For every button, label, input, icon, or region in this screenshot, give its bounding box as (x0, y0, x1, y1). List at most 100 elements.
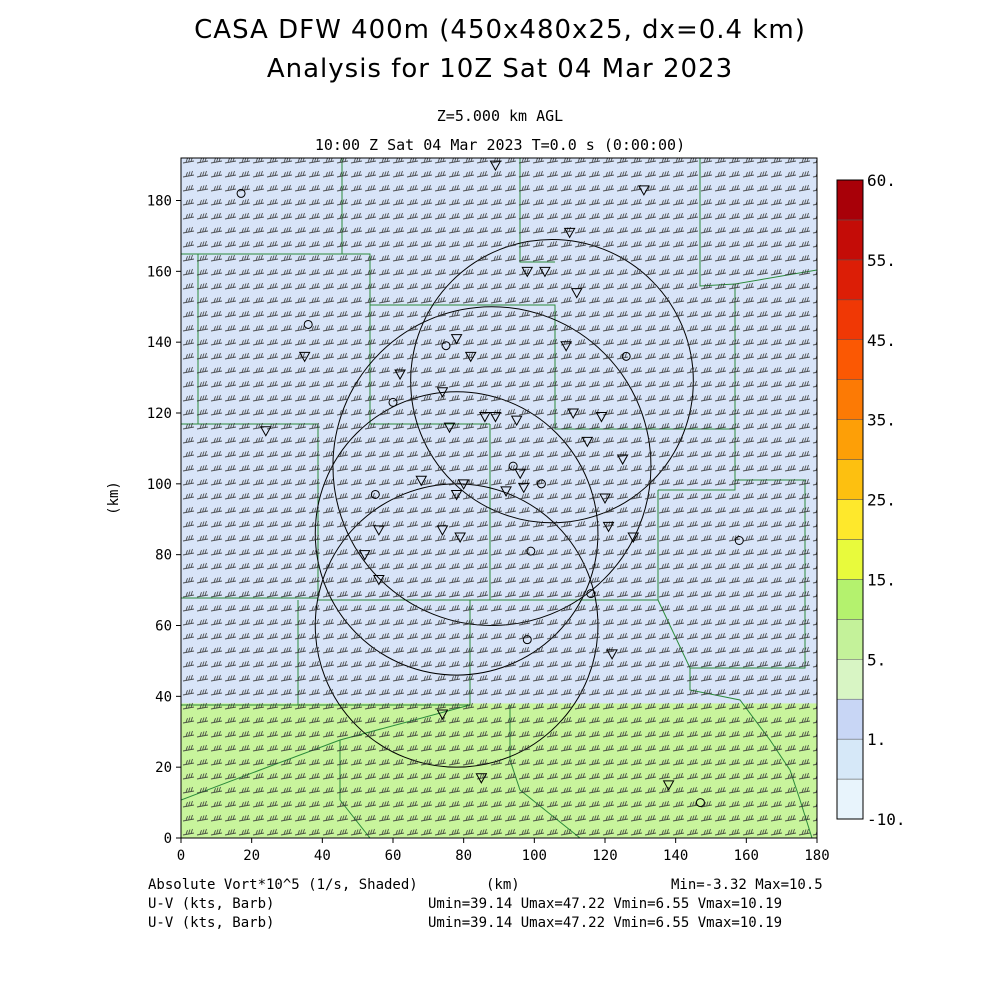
station-triangle (475, 773, 488, 784)
y-tick-label: 20 (155, 760, 172, 776)
barb-stats-1: Umin=39.14 Umax=47.22 Vmin=6.55 Vmax=10.… (428, 896, 783, 912)
x-tick-label: 60 (385, 848, 402, 864)
station-circle (236, 188, 246, 198)
y-tick-label: 100 (147, 477, 172, 493)
station-triangle (521, 266, 534, 278)
minmax-label: Min=-3.32 Max=10.5 (671, 877, 823, 893)
y-tick-label: 60 (155, 619, 172, 635)
station-triangle (616, 454, 629, 466)
colorbar-label: 5. (867, 650, 886, 669)
station-triangle (454, 532, 466, 543)
colorbar-label: 55. (867, 251, 896, 270)
colorbar-label: 25. (867, 491, 896, 510)
y-tick-label: 0 (164, 831, 172, 847)
colorbar-swatch (836, 499, 864, 540)
colorbar-swatch (836, 379, 864, 420)
colorbar-label: 45. (867, 331, 896, 350)
station-triangle (500, 486, 512, 497)
x-tick-label: 40 (314, 848, 331, 864)
station-circle (508, 461, 518, 471)
station-triangle (443, 422, 456, 434)
station-circle (621, 351, 631, 361)
level-label: Z=5.000 km AGL (436, 107, 564, 125)
colorbar-swatch (836, 419, 864, 460)
wind-barbs (181, 158, 817, 838)
station-circle (441, 341, 451, 351)
colorbar-swatch (836, 579, 864, 620)
station-triangle (560, 341, 572, 352)
station-triangle (259, 426, 272, 437)
station-triangle (570, 288, 583, 299)
colorbar-label: 1. (867, 730, 886, 749)
station-triangle (415, 475, 428, 487)
x-tick-label: 0 (177, 848, 185, 864)
y-tick-label: 40 (155, 689, 172, 705)
station-triangle (436, 525, 449, 536)
y-tick-label: 120 (147, 406, 172, 422)
field-label: Absolute Vort*10^5 (1/s, Shaded) (148, 877, 418, 893)
station-triangle (436, 709, 449, 721)
colorbar-swatch (836, 299, 864, 340)
x-tick-label: 80 (455, 848, 472, 864)
station-triangle (479, 412, 491, 423)
station-triangle (373, 525, 385, 536)
station-circle (522, 635, 532, 645)
x-tick-label: 120 (592, 848, 617, 864)
x-tick-label: 100 (522, 848, 547, 864)
colorbar-swatch (836, 339, 864, 380)
colorbar-swatch (836, 219, 864, 261)
colorbar-label: 60. (867, 171, 896, 190)
station-triangle (595, 412, 608, 423)
y-axis: 0 20 40 60 80 100 120 140 160 180 (147, 194, 181, 847)
station-triangle (450, 334, 463, 345)
station-triangle (599, 493, 611, 505)
barb-stats-2: Umin=39.14 Umax=47.22 Vmin=6.55 Vmax=10.… (428, 915, 783, 931)
station-circle (586, 589, 596, 599)
station-triangle (567, 408, 580, 420)
station-circle (388, 397, 398, 407)
station-circle (526, 546, 536, 556)
station-triangle (627, 532, 640, 543)
chart-subtitle: Analysis for 10Z Sat 04 Mar 2023 (266, 54, 734, 84)
station-triangle (298, 351, 311, 363)
station-triangle (450, 489, 463, 501)
x-unit-label: (km) (486, 877, 520, 893)
station-markers (236, 160, 744, 808)
colorbar-label: 35. (867, 411, 896, 430)
y-tick-label: 180 (147, 194, 172, 210)
station-triangle (358, 550, 371, 561)
colorbar-swatch (836, 259, 864, 301)
y-tick-label: 80 (155, 548, 172, 564)
x-tick-label: 140 (663, 848, 688, 864)
station-triangle (517, 482, 530, 494)
colorbar-swatch (836, 619, 864, 660)
colorbar-swatch (836, 179, 864, 221)
x-axis: 0 20 40 60 80 100 120 140 160 180 (177, 838, 830, 864)
y-tick-label: 160 (147, 264, 172, 280)
chart-title: CASA DFW 400m (450x480x25, dx=0.4 km) (194, 15, 806, 45)
station-triangle (510, 415, 523, 427)
plot-frame (180, 157, 818, 839)
station-circle (695, 798, 705, 808)
station-triangle (662, 780, 675, 791)
colorbar: -10. 1. 5. 15. 25. 35. 45. 55. 60. (836, 171, 906, 829)
colorbar-swatch (836, 459, 864, 500)
station-circle (536, 479, 546, 489)
colorbar-label: 15. (867, 570, 896, 589)
colorbar-label: -10. (867, 810, 906, 829)
station-triangle (602, 521, 615, 533)
station-triangle (394, 369, 406, 381)
station-triangle (457, 479, 470, 490)
station-triangle (464, 351, 477, 363)
barb-label-2: U-V (kts, Barb) (148, 915, 275, 931)
station-triangle (563, 227, 576, 239)
colorbar-swatch (836, 659, 864, 700)
colorbar-swatch (836, 539, 864, 580)
station-triangle (436, 387, 449, 398)
station-triangle (638, 185, 650, 196)
station-triangle (606, 649, 618, 660)
station-circle (734, 536, 744, 545)
station-triangle (373, 574, 385, 586)
colorbar-swatch (836, 738, 864, 780)
